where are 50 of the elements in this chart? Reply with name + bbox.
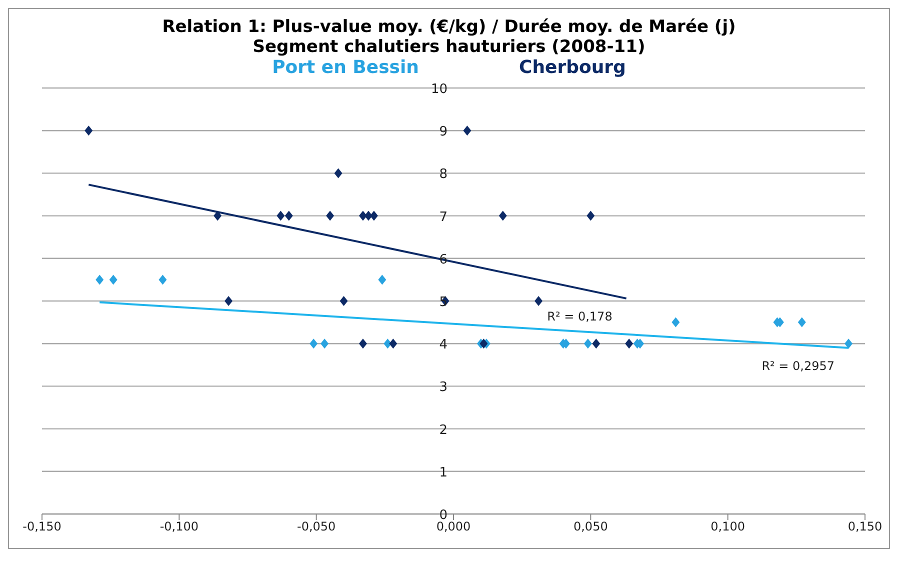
point xyxy=(625,338,634,349)
point xyxy=(498,210,507,221)
point xyxy=(96,274,104,285)
point xyxy=(463,126,472,136)
y-tick-label: 4 xyxy=(439,338,448,353)
y-tick-label: 5 xyxy=(439,295,448,310)
y-tick-label: 10 xyxy=(430,82,448,97)
point xyxy=(276,210,285,221)
x-tick-label: 0,050 xyxy=(573,520,608,534)
point xyxy=(592,338,600,349)
y-tick-label: 8 xyxy=(439,167,448,182)
point xyxy=(480,338,488,349)
point xyxy=(84,126,93,136)
x-tick-label: -0,150 xyxy=(22,520,62,534)
x-tick-label: -0,050 xyxy=(296,520,336,534)
point xyxy=(284,210,293,221)
y-tick-label: 9 xyxy=(439,124,448,140)
point xyxy=(584,338,592,349)
text: Port en Bessin xyxy=(272,57,419,78)
point xyxy=(534,296,543,306)
point xyxy=(358,338,367,349)
point xyxy=(384,338,392,349)
point xyxy=(798,317,806,328)
point xyxy=(214,210,222,221)
x-tick-label: -0,100 xyxy=(160,520,199,534)
point xyxy=(844,338,853,349)
point xyxy=(378,274,386,285)
text: Cherbourg xyxy=(519,57,626,78)
point xyxy=(320,338,329,349)
chart-subtitle: Segment chalutiers hauturiers (2008-11) xyxy=(252,37,646,57)
point xyxy=(389,338,398,349)
point xyxy=(334,168,342,178)
point xyxy=(340,296,348,306)
point xyxy=(672,317,680,328)
y-tick-label: 1 xyxy=(439,465,448,480)
annotation: R² = 0,2957 xyxy=(762,358,835,373)
point xyxy=(370,210,378,221)
point xyxy=(586,210,595,221)
y-tick-label: 3 xyxy=(439,380,448,396)
point xyxy=(224,296,233,306)
point xyxy=(326,210,334,221)
point xyxy=(109,274,118,285)
annotation: R² = 0,178 xyxy=(547,309,612,324)
point xyxy=(310,338,318,349)
point xyxy=(158,274,167,285)
x-tick-label: 0,100 xyxy=(710,520,746,534)
y-tick-label: 2 xyxy=(439,422,448,438)
y-tick-label: 7 xyxy=(439,210,448,225)
chart-title: Relation 1: Plus-value moy. (€/kg) / Durée moy. de Marée (j) xyxy=(161,17,737,37)
x-tick-label: 0,150 xyxy=(848,520,882,534)
